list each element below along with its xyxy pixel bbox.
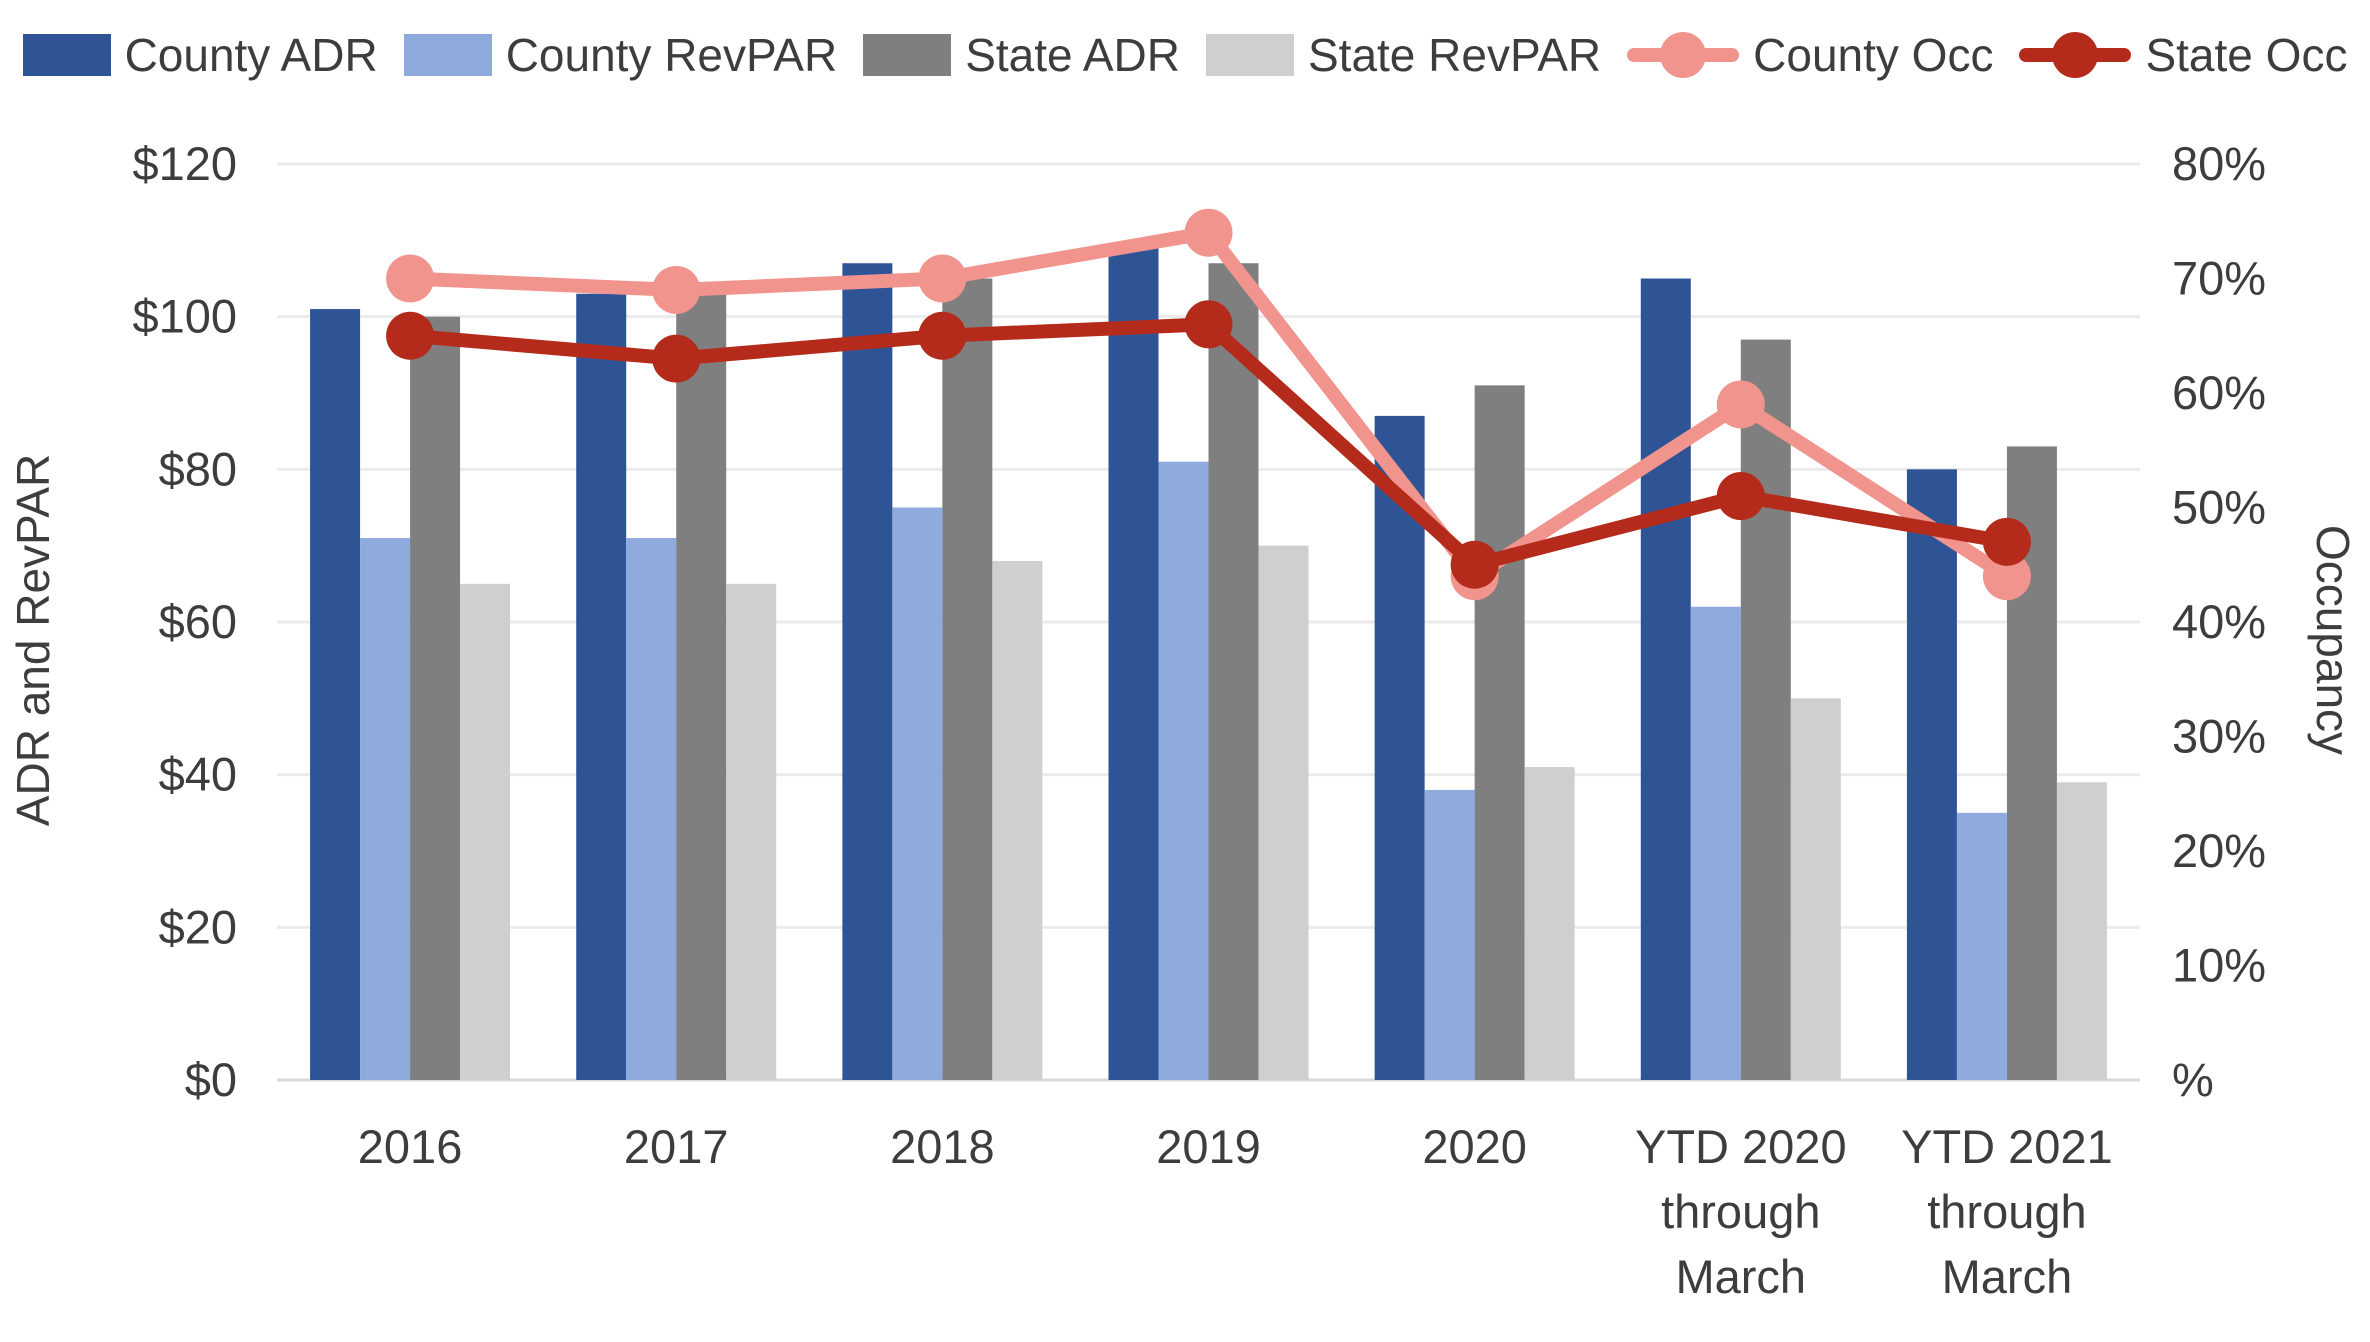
legend-item-state-adr: State ADR (863, 28, 1180, 82)
bar-county-adr-2016 (310, 309, 361, 1080)
left-axis-tick-label: $20 (159, 900, 237, 953)
legend-label: County Occ (1753, 29, 1994, 81)
bar-county-revpar-2019 (1158, 461, 1209, 1080)
legend-swatch-icon (403, 34, 492, 76)
bar-state-revpar-ytd-2020 (1790, 698, 1841, 1080)
legend-item-county-occ: County Occ (1627, 28, 1993, 82)
bar-county-revpar-2016 (360, 538, 411, 1080)
occ-marker-county-occ (918, 254, 967, 303)
right-axis-tick-label: 20% (2172, 824, 2266, 877)
legend-item-state-occ: State Occ (2019, 28, 2347, 82)
occ-marker-state-occ (652, 334, 701, 383)
bar-county-adr-ytd-2021 (1906, 469, 1957, 1080)
x-axis-category-label: YTD 2020 through March (1635, 1120, 1847, 1303)
occ-marker-county-occ (1184, 208, 1233, 257)
x-axis-category-label: 2017 (624, 1120, 729, 1173)
left-axis-tick-label: $80 (159, 442, 237, 495)
left-axis-title: ADR and RevPAR (7, 453, 59, 827)
bar-state-revpar-2016 (460, 583, 511, 1080)
bar-county-adr-2020 (1374, 415, 1425, 1080)
bar-county-revpar-ytd-2021 (1956, 812, 2007, 1080)
bar-county-revpar-2020 (1424, 789, 1475, 1080)
legend-label: County ADR (124, 29, 378, 81)
legend-label: State RevPAR (1307, 29, 1602, 81)
occ-marker-county-occ (652, 265, 701, 314)
bar-county-adr-ytd-2020 (1640, 278, 1691, 1080)
bar-state-adr-2020 (1474, 385, 1525, 1080)
occ-marker-state-occ (1716, 472, 1765, 521)
right-axis-tick-label: % (2172, 1053, 2214, 1106)
occ-marker-state-occ (1982, 517, 2031, 566)
occ-marker-county-occ (386, 254, 435, 303)
occ-marker-state-occ (1184, 300, 1233, 349)
occ-marker-county-occ (1716, 380, 1765, 429)
bar-state-revpar-2017 (726, 583, 777, 1080)
bar-state-adr-2017 (676, 293, 727, 1080)
bar-state-adr-ytd-2020 (1740, 339, 1791, 1081)
x-axis-category-label: 2018 (890, 1120, 995, 1173)
legend-label: State ADR (965, 29, 1180, 81)
right-axis-tick-label: 30% (2172, 710, 2266, 763)
right-axis-title: Occupancy (2307, 524, 2359, 756)
legend-swatch-icon (22, 34, 111, 76)
bar-county-adr-2018 (842, 263, 893, 1080)
left-axis-tick-label: $60 (159, 595, 237, 648)
legend-swatch-icon (1205, 34, 1294, 76)
legend-item-county-revpar: County RevPAR (403, 28, 838, 82)
chart-legend: County ADR County RevPAR State ADR State Re… (0, 28, 2370, 82)
bar-state-adr-2018 (942, 278, 993, 1080)
legend-label: County RevPAR (505, 29, 838, 81)
legend-line-marker-icon (1627, 32, 1740, 78)
x-axis-category-label: 2020 (1422, 1120, 1527, 1173)
x-axis-category-label: 2019 (1156, 1120, 1261, 1173)
legend-label: State Occ (2145, 29, 2348, 81)
left-axis-tick-label: $0 (185, 1053, 237, 1106)
bar-state-revpar-2018 (992, 560, 1043, 1080)
x-axis-category-label: YTD 2021 through March (1901, 1120, 2113, 1303)
bar-state-adr-2016 (410, 316, 461, 1081)
right-axis-tick-label: 10% (2172, 939, 2266, 992)
bar-state-revpar-2020 (1524, 767, 1575, 1080)
legend-swatch-icon (863, 34, 952, 76)
left-axis-tick-label: $40 (159, 748, 237, 801)
right-axis-tick-label: 40% (2172, 595, 2266, 648)
left-axis-tick-label: $100 (132, 290, 237, 343)
right-axis-tick-label: 80% (2172, 137, 2266, 190)
legend-item-state-revpar: State RevPAR (1205, 28, 1602, 82)
bar-county-revpar-ytd-2020 (1690, 606, 1741, 1080)
right-axis-tick-label: 60% (2172, 366, 2266, 419)
occ-marker-state-occ (918, 311, 967, 360)
left-axis-tick-label: $120 (132, 137, 237, 190)
bar-state-revpar-2019 (1258, 545, 1309, 1080)
bar-state-adr-2019 (1208, 263, 1259, 1080)
occ-marker-state-occ (386, 311, 435, 360)
bar-state-revpar-ytd-2021 (2056, 782, 2107, 1080)
right-axis-tick-label: 70% (2172, 252, 2266, 305)
bar-county-adr-2017 (576, 293, 627, 1080)
legend-line-marker-icon (2019, 32, 2132, 78)
bar-county-revpar-2018 (892, 507, 943, 1080)
bar-county-adr-2019 (1108, 247, 1159, 1080)
right-axis-tick-label: 50% (2172, 481, 2266, 534)
occ-marker-state-occ (1450, 540, 1499, 589)
occ-marker-county-occ (1982, 552, 2031, 601)
x-axis-category-label: 2016 (358, 1120, 463, 1173)
legend-item-county-adr: County ADR (22, 28, 378, 82)
bar-county-revpar-2017 (626, 538, 677, 1080)
